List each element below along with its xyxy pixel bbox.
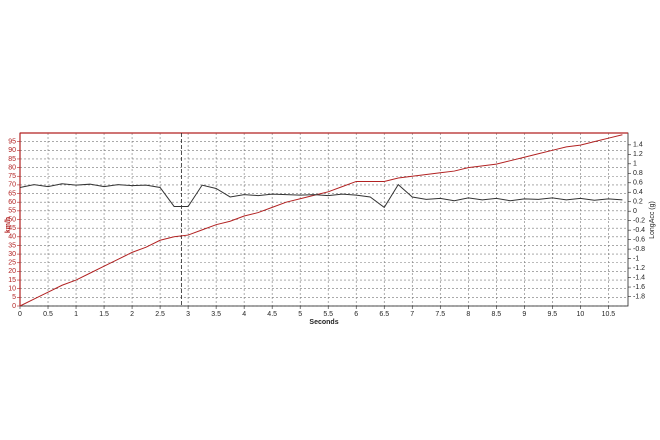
y2-tick-label: -1.2 <box>633 265 645 272</box>
y-tick-label: 5 <box>12 294 16 301</box>
y-tick-label: 35 <box>8 242 16 249</box>
y2-tick-label: 1 <box>633 161 637 168</box>
x-tick-label: 5.5 <box>323 311 333 318</box>
y2-tick-label: 0.8 <box>633 170 643 177</box>
x-tick-label: 5 <box>298 311 302 318</box>
series-line <box>19 134 623 307</box>
y2-tick-label: -1 <box>633 255 639 262</box>
y-tick-label: 25 <box>8 260 16 267</box>
x-tick-label: 1.5 <box>99 311 109 318</box>
y2-tick-label: 0.2 <box>633 199 643 206</box>
y2-tick-label: -1.4 <box>633 274 645 281</box>
x-tick-label: 3 <box>186 311 190 318</box>
x-tick-label: 0.5 <box>43 311 53 318</box>
y2-tick-label: -0.4 <box>633 227 645 234</box>
y2-axis-label: LongAcc (g) <box>649 201 656 239</box>
x-axis-label: Seconds <box>309 319 338 326</box>
y-tick-label: 90 <box>8 147 16 154</box>
y-tick-label: 40 <box>8 234 16 241</box>
y2-tick-label: -1.6 <box>633 284 645 291</box>
y-tick-label: 65 <box>8 190 16 197</box>
y-tick-label: 85 <box>8 156 16 163</box>
x-tick-label: 9.5 <box>547 311 557 318</box>
y2-tick-label: 0.6 <box>633 180 643 187</box>
y2-tick-label: 0 <box>633 208 637 215</box>
x-tick-label: 2 <box>130 311 134 318</box>
x-tick-label: 10 <box>576 311 584 318</box>
y-tick-label: 0 <box>12 303 16 310</box>
y2-tick-label: -0.2 <box>633 218 645 225</box>
x-tick-label: 2.5 <box>155 311 165 318</box>
series-line <box>19 183 623 209</box>
x-tick-label: 10.5 <box>602 311 616 318</box>
x-tick-label: 3.5 <box>211 311 221 318</box>
y-tick-label: 60 <box>8 199 16 206</box>
x-tick-label: 0 <box>18 311 22 318</box>
y-tick-label: 45 <box>8 225 16 232</box>
y-tick-label: 10 <box>8 286 16 293</box>
y-tick-label: 50 <box>8 216 16 223</box>
x-tick-label: 4.5 <box>267 311 277 318</box>
y-tick-label: 30 <box>8 251 16 258</box>
y-tick-label: 80 <box>8 164 16 171</box>
y2-tick-label: 0.4 <box>633 189 643 196</box>
y-axis-label: km/h <box>5 217 12 233</box>
y2-tick-label: -1.8 <box>633 293 645 300</box>
x-tick-label: 8.5 <box>491 311 501 318</box>
x-tick-label: 6 <box>354 311 358 318</box>
x-tick-label: 8 <box>466 311 470 318</box>
y-tick-label: 95 <box>8 138 16 145</box>
x-tick-label: 7.5 <box>435 311 445 318</box>
x-tick-label: 1 <box>74 311 78 318</box>
x-tick-label: 6.5 <box>379 311 389 318</box>
y2-tick-label: 1.4 <box>633 142 643 149</box>
y-tick-label: 20 <box>8 268 16 275</box>
y2-tick-label: 1.2 <box>633 151 643 158</box>
x-tick-label: 4 <box>242 311 246 318</box>
y-tick-label: 55 <box>8 208 16 215</box>
x-tick-label: 9 <box>522 311 526 318</box>
x-tick-label: 7 <box>410 311 414 318</box>
y2-tick-label: -0.8 <box>633 246 645 253</box>
y-tick-label: 75 <box>8 173 16 180</box>
y-tick-label: 70 <box>8 182 16 189</box>
y-tick-label: 15 <box>8 277 16 284</box>
y2-tick-label: -0.6 <box>633 236 645 243</box>
